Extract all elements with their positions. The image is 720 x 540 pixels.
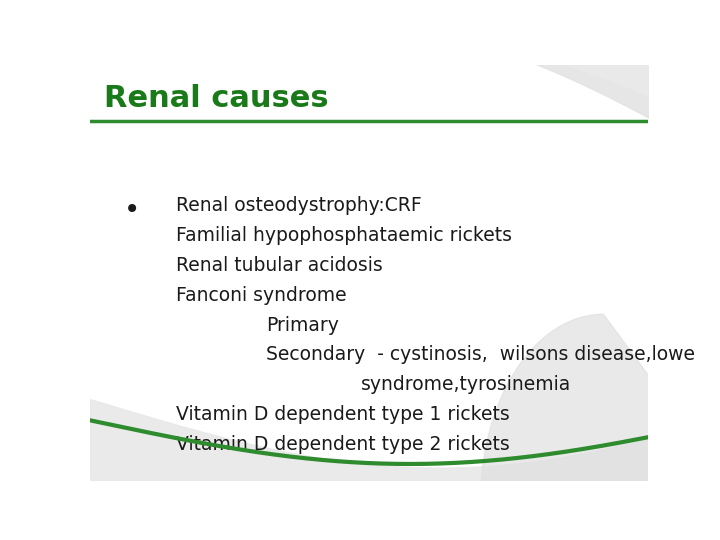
Polygon shape [90,400,648,481]
Polygon shape [481,314,720,540]
Text: Secondary  - cystinosis,  wilsons disease,lowe: Secondary - cystinosis, wilsons disease,… [266,346,695,365]
Text: Fanconi syndrome: Fanconi syndrome [176,286,347,305]
Text: syndrome,tyrosinemia: syndrome,tyrosinemia [361,375,571,394]
Text: •: • [124,196,140,224]
Text: Renal tubular acidosis: Renal tubular acidosis [176,255,383,275]
Text: Renal osteodystrophy:CRF: Renal osteodystrophy:CRF [176,196,422,215]
Text: Renal causes: Renal causes [104,84,328,112]
Text: Familial hypophosphataemic rickets: Familial hypophosphataemic rickets [176,226,513,245]
Text: Vitamin D dependent type 2 rickets: Vitamin D dependent type 2 rickets [176,435,510,454]
Text: Primary: Primary [266,315,338,334]
Text: Vitamin D dependent type 1 rickets: Vitamin D dependent type 1 rickets [176,406,510,424]
